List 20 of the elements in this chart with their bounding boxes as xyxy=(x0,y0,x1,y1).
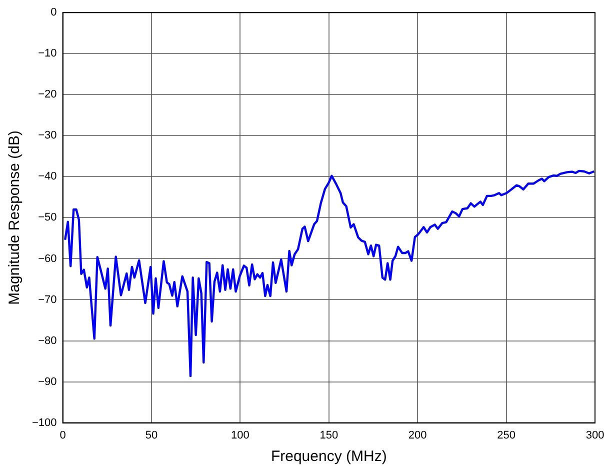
x-tick-label: 150 xyxy=(320,429,338,442)
y-tick-label: −40 xyxy=(38,170,57,183)
y-tick-label: −90 xyxy=(38,376,57,388)
y-tick-label: −60 xyxy=(38,252,57,265)
x-tick-label: 100 xyxy=(231,429,250,442)
x-tick-label: 300 xyxy=(586,429,604,442)
y-tick-label: −10 xyxy=(38,48,57,60)
y-tick-label: −30 xyxy=(38,130,57,142)
y-tick-label: −20 xyxy=(38,88,57,101)
y-tick-label: 0 xyxy=(50,6,57,19)
y-tick-label: −50 xyxy=(38,212,57,224)
x-tick-label: 250 xyxy=(497,429,516,442)
y-tick-label: −70 xyxy=(38,294,57,306)
x-axis-title: Frequency (MHz) xyxy=(270,448,387,466)
y-tick-label: −100 xyxy=(32,416,57,429)
y-axis-title: Magnitude Response (dB) xyxy=(6,130,24,305)
x-tick-label: 50 xyxy=(145,429,158,442)
x-tick-label: 0 xyxy=(60,429,66,442)
y-tick-label: −80 xyxy=(38,334,57,347)
x-tick-label: 200 xyxy=(408,429,427,442)
